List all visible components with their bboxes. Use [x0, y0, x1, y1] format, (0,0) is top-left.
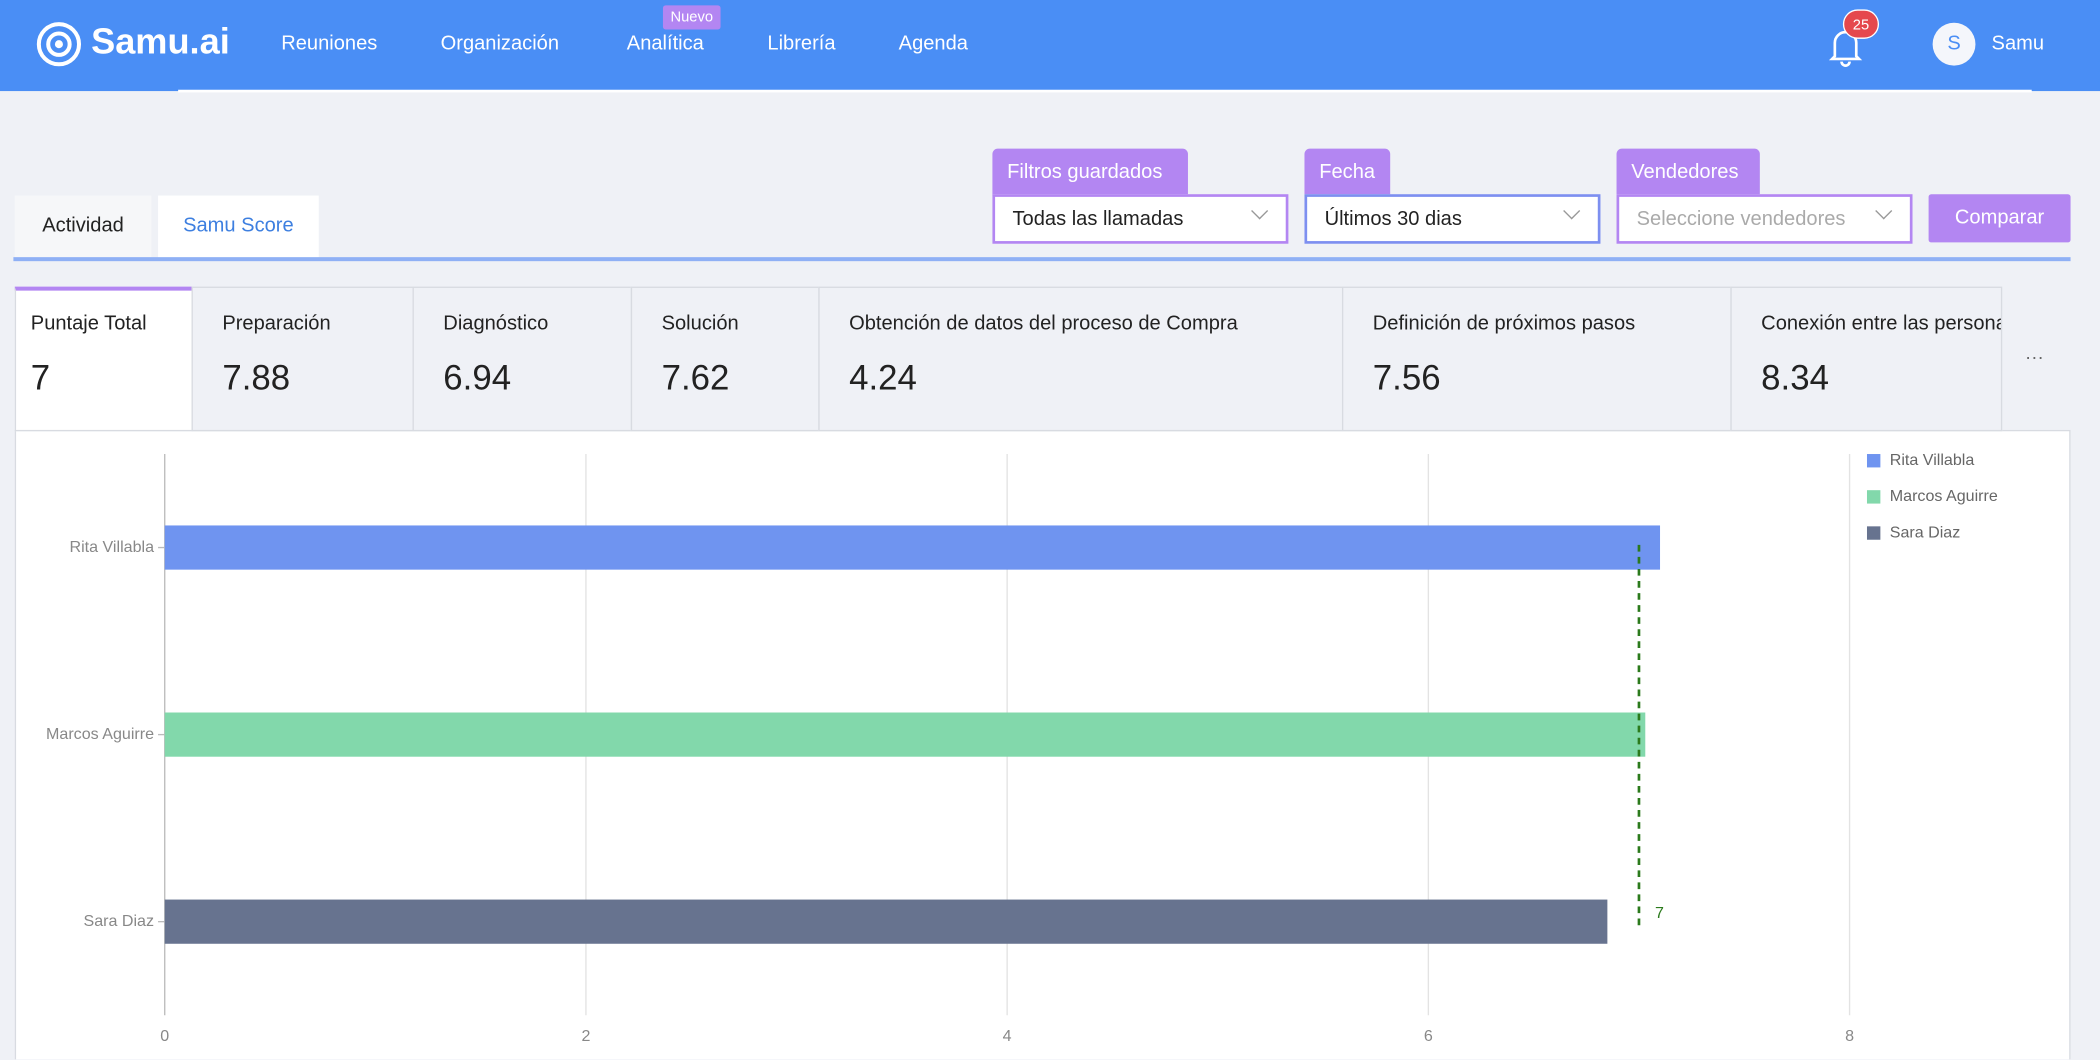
- x-tick-label: 0: [160, 1027, 169, 1045]
- y-tick-label: Sara Diaz: [83, 912, 154, 930]
- x-tick-label: 6: [1424, 1027, 1433, 1045]
- score-card[interactable]: Definición de próximos pasos 7.56: [1342, 287, 1732, 432]
- score-value: 8.34: [1761, 358, 1829, 400]
- score-label: Puntaje Total: [31, 312, 147, 335]
- bar: [165, 900, 1608, 944]
- compare-button[interactable]: Comparar: [1929, 194, 2071, 242]
- score-card[interactable]: Obtención de datos del proceso de Compra…: [818, 287, 1343, 432]
- user-name[interactable]: Samu: [1992, 32, 2044, 55]
- score-label: Solución: [662, 312, 739, 335]
- tab-active[interactable]: Samu Score: [158, 196, 319, 259]
- legend-label: Marcos Aguirre: [1890, 487, 1998, 505]
- score-value: 7.88: [222, 358, 290, 400]
- x-tick-label: 8: [1845, 1027, 1854, 1045]
- score-label: Conexión entre las personas: [1761, 312, 2002, 335]
- y-tick-label: Marcos Aguirre: [46, 725, 154, 743]
- legend-swatch: [1867, 490, 1880, 503]
- filter-label: Fecha: [1304, 149, 1390, 196]
- x-tick-label: 2: [581, 1027, 590, 1045]
- legend-swatch: [1867, 454, 1880, 467]
- score-card[interactable]: Solución 7.62: [631, 287, 820, 432]
- nav-item[interactable]: Reuniones: [281, 32, 377, 55]
- tab-underline: [13, 257, 2070, 261]
- header-line: [178, 90, 2032, 93]
- score-label: Definición de próximos pasos: [1373, 312, 1635, 335]
- score-value: 7.62: [662, 358, 730, 400]
- logo[interactable]: Samu.ai: [91, 21, 230, 63]
- filter-select[interactable]: Seleccione vendedores: [1617, 194, 1913, 244]
- score-card[interactable]: Diagnóstico 6.94: [413, 287, 633, 432]
- bar: [165, 713, 1646, 757]
- filter-select[interactable]: Últimos 30 dias: [1304, 194, 1600, 244]
- notification-badge: 25: [1843, 9, 1879, 38]
- x-tick-label: 4: [1003, 1027, 1012, 1045]
- score-value: 4.24: [849, 358, 917, 400]
- nav-item[interactable]: Analítica: [627, 32, 704, 55]
- filter-label: Vendedores: [1617, 149, 1760, 196]
- legend-label: Rita Villabla: [1890, 451, 1975, 469]
- avatar[interactable]: S: [1933, 23, 1976, 66]
- score-value: 7.56: [1373, 358, 1441, 400]
- filter-label: Filtros guardados: [992, 149, 1188, 196]
- legend-swatch: [1867, 526, 1880, 539]
- y-tick-label: Rita Villabla: [69, 538, 154, 556]
- score-value: 7: [31, 358, 50, 400]
- score-value: 6.94: [443, 358, 511, 400]
- tab[interactable]: Actividad: [15, 196, 152, 259]
- reference-label: 7: [1655, 904, 1664, 922]
- new-badge: Nuevo: [663, 5, 721, 29]
- score-card[interactable]: Preparación 7.88: [192, 287, 414, 432]
- bar: [165, 525, 1660, 569]
- logo-icon: [35, 20, 83, 68]
- score-card-active[interactable]: Puntaje Total 7: [15, 287, 193, 432]
- nav-item[interactable]: Organización: [441, 32, 559, 55]
- score-card[interactable]: Conexión entre las personas 8.34: [1730, 287, 2002, 432]
- score-label: Obtención de datos del proceso de Compra: [849, 312, 1238, 335]
- nav-item[interactable]: Librería: [767, 32, 835, 55]
- filter-select[interactable]: Todas las llamadas: [992, 194, 1288, 244]
- score-label: Diagnóstico: [443, 312, 548, 335]
- score-label: Preparación: [222, 312, 330, 335]
- more-button[interactable]: ···: [2025, 346, 2044, 367]
- legend-label: Sara Diaz: [1890, 523, 1961, 541]
- nav-item[interactable]: Agenda: [899, 32, 968, 55]
- chart: 0 2 4 6 8 Rita Villabla Marcos Aguirre Sara Dia…: [0, 430, 2100, 1059]
